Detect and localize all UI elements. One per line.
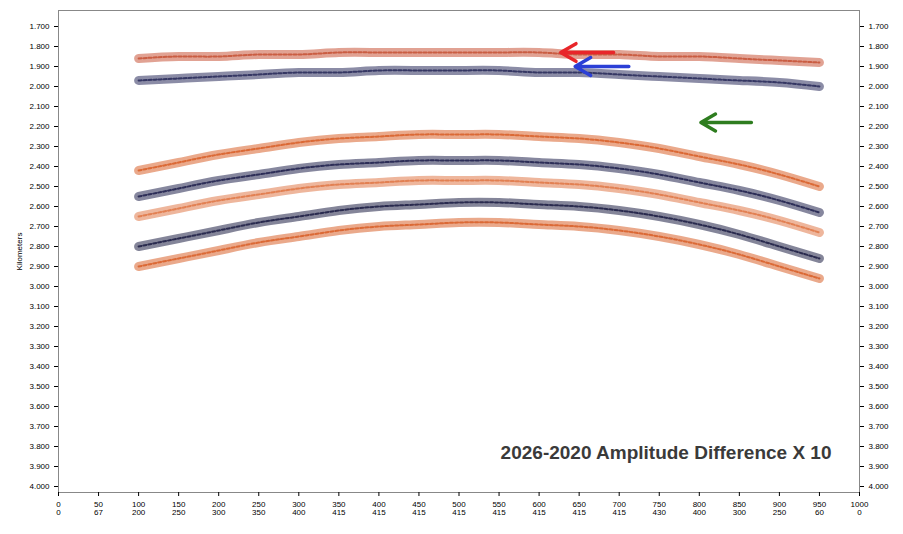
svg-text:200: 200 xyxy=(212,500,226,510)
svg-text:4.000: 4.000 xyxy=(29,482,50,491)
svg-text:60: 60 xyxy=(815,508,824,517)
svg-text:Kilometers: Kilometers xyxy=(15,233,24,271)
svg-text:1000: 1000 xyxy=(850,500,869,510)
svg-text:2.800: 2.800 xyxy=(869,242,890,251)
svg-text:3.300: 3.300 xyxy=(29,342,50,351)
svg-text:3.400: 3.400 xyxy=(29,362,50,371)
svg-text:2.100: 2.100 xyxy=(29,102,50,111)
svg-text:415: 415 xyxy=(572,508,586,517)
svg-text:1.700: 1.700 xyxy=(869,22,890,31)
svg-text:415: 415 xyxy=(372,508,386,517)
svg-text:3.500: 3.500 xyxy=(29,382,50,391)
svg-text:2.800: 2.800 xyxy=(29,242,50,251)
svg-text:3.100: 3.100 xyxy=(869,302,890,311)
svg-text:300: 300 xyxy=(733,508,747,517)
svg-text:2.700: 2.700 xyxy=(29,222,50,231)
svg-text:2.900: 2.900 xyxy=(869,262,890,271)
svg-text:2.000: 2.000 xyxy=(869,82,890,91)
svg-text:250: 250 xyxy=(172,508,186,517)
svg-text:800: 800 xyxy=(692,500,706,510)
svg-text:415: 415 xyxy=(492,508,506,517)
svg-text:3.700: 3.700 xyxy=(869,422,890,431)
svg-text:3.500: 3.500 xyxy=(869,382,890,391)
svg-text:550: 550 xyxy=(492,500,506,510)
svg-text:67: 67 xyxy=(94,508,103,517)
svg-text:3.400: 3.400 xyxy=(869,362,890,371)
svg-text:500: 500 xyxy=(452,500,466,510)
svg-text:1.900: 1.900 xyxy=(869,62,890,71)
svg-text:4.000: 4.000 xyxy=(869,482,890,491)
svg-text:415: 415 xyxy=(412,508,426,517)
svg-text:2.400: 2.400 xyxy=(869,162,890,171)
svg-text:2.500: 2.500 xyxy=(869,182,890,191)
svg-text:0: 0 xyxy=(56,500,61,510)
svg-text:3.200: 3.200 xyxy=(29,322,50,331)
svg-text:2.600: 2.600 xyxy=(29,202,50,211)
svg-text:2.500: 2.500 xyxy=(29,182,50,191)
svg-text:300: 300 xyxy=(292,500,306,510)
svg-text:3.000: 3.000 xyxy=(29,282,50,291)
svg-text:3.800: 3.800 xyxy=(29,442,50,451)
svg-text:3.000: 3.000 xyxy=(869,282,890,291)
svg-text:350: 350 xyxy=(332,500,346,510)
svg-text:3.900: 3.900 xyxy=(869,462,890,471)
svg-text:2.900: 2.900 xyxy=(29,262,50,271)
svg-text:1.800: 1.800 xyxy=(869,42,890,51)
svg-text:150: 150 xyxy=(172,500,186,510)
svg-text:450: 450 xyxy=(412,500,426,510)
svg-text:3.600: 3.600 xyxy=(869,402,890,411)
svg-text:650: 650 xyxy=(572,500,586,510)
svg-text:2.300: 2.300 xyxy=(869,142,890,151)
svg-text:2.400: 2.400 xyxy=(29,162,50,171)
svg-text:900: 900 xyxy=(772,500,787,510)
svg-text:400: 400 xyxy=(292,508,306,517)
svg-text:100: 100 xyxy=(131,500,146,510)
svg-text:1.700: 1.700 xyxy=(29,22,50,31)
svg-text:2.700: 2.700 xyxy=(869,222,890,231)
svg-text:3.200: 3.200 xyxy=(869,322,890,331)
svg-text:3.700: 3.700 xyxy=(29,422,50,431)
svg-text:950: 950 xyxy=(812,500,827,510)
svg-text:430: 430 xyxy=(653,508,667,517)
svg-text:300: 300 xyxy=(212,508,226,517)
svg-text:3.100: 3.100 xyxy=(29,302,50,311)
svg-text:600: 600 xyxy=(532,500,546,510)
svg-text:1.900: 1.900 xyxy=(29,62,50,71)
svg-text:415: 415 xyxy=(613,508,627,517)
svg-text:1.800: 1.800 xyxy=(29,42,50,51)
svg-text:0: 0 xyxy=(56,508,61,517)
svg-text:3.800: 3.800 xyxy=(869,442,890,451)
svg-text:2.200: 2.200 xyxy=(29,122,50,131)
svg-text:2.000: 2.000 xyxy=(29,82,50,91)
svg-text:350: 350 xyxy=(252,508,266,517)
svg-text:400: 400 xyxy=(372,500,386,510)
svg-text:2026-2020 Amplitude Difference: 2026-2020 Amplitude Difference X 10 xyxy=(501,442,832,463)
svg-text:415: 415 xyxy=(452,508,466,517)
svg-text:400: 400 xyxy=(693,508,707,517)
svg-text:2.100: 2.100 xyxy=(869,102,890,111)
svg-text:850: 850 xyxy=(732,500,746,510)
svg-text:2.200: 2.200 xyxy=(869,122,890,131)
svg-text:200: 200 xyxy=(132,508,146,517)
svg-text:250: 250 xyxy=(773,508,787,517)
svg-text:3.900: 3.900 xyxy=(29,462,50,471)
svg-text:50: 50 xyxy=(94,500,103,510)
svg-text:415: 415 xyxy=(332,508,346,517)
svg-text:3.600: 3.600 xyxy=(29,402,50,411)
svg-text:700: 700 xyxy=(612,500,626,510)
svg-text:3.300: 3.300 xyxy=(869,342,890,351)
svg-text:415: 415 xyxy=(532,508,546,517)
svg-text:250: 250 xyxy=(252,500,266,510)
svg-text:0: 0 xyxy=(857,508,862,517)
svg-text:750: 750 xyxy=(652,500,666,510)
svg-text:2.600: 2.600 xyxy=(869,202,890,211)
svg-text:2.300: 2.300 xyxy=(29,142,50,151)
